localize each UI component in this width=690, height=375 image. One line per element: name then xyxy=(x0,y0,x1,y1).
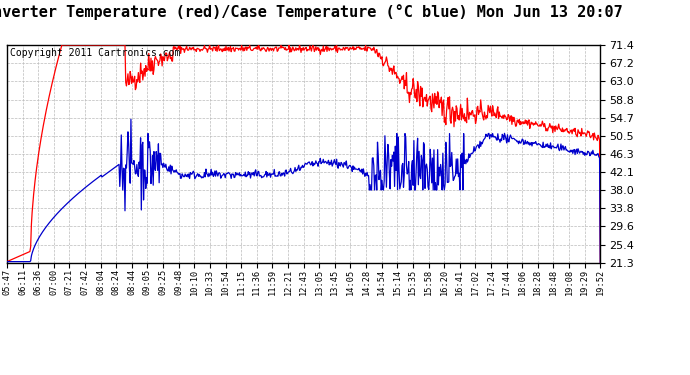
Text: Inverter Temperature (red)/Case Temperature (°C blue) Mon Jun 13 20:07: Inverter Temperature (red)/Case Temperat… xyxy=(0,4,623,20)
Text: Copyright 2011 Cartronics.com: Copyright 2011 Cartronics.com xyxy=(10,48,180,58)
